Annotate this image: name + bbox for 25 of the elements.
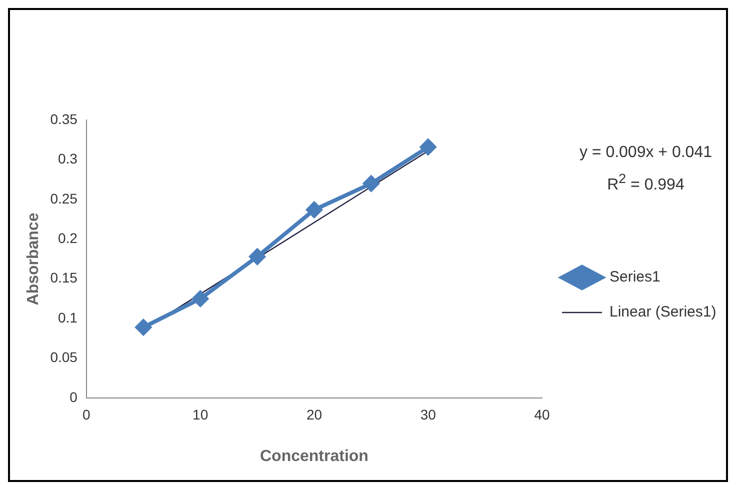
x-tick-label: 0 <box>82 406 91 422</box>
x-tick-label: 30 <box>420 406 436 422</box>
legend-label: Linear (Series1) <box>610 304 716 321</box>
legend-label: Series1 <box>610 268 660 286</box>
x-tick-label: 20 <box>306 406 322 422</box>
y-tick-label: 0.2 <box>58 230 78 246</box>
point <box>420 139 436 156</box>
point <box>135 319 152 336</box>
text: y = 0.009x + 0.041 <box>579 143 712 163</box>
x-axis-title: Concentration <box>260 448 368 465</box>
y-axis-title: Absorbance <box>25 212 42 306</box>
y-tick-label: 0.3 <box>58 150 78 167</box>
point <box>306 202 322 218</box>
y-tick-label: 0.15 <box>50 270 78 286</box>
point <box>192 290 208 307</box>
x-tick-label: 10 <box>192 406 208 422</box>
point <box>363 176 380 192</box>
point <box>249 248 266 265</box>
text: R$^{2}$ = 0.994 <box>606 170 686 196</box>
y-tick-label: 0.1 <box>58 309 78 326</box>
y-tick-label: 0 <box>70 388 78 405</box>
x-tick-label: 40 <box>534 406 550 422</box>
y-tick-label: 0.25 <box>50 190 78 206</box>
y-tick-label: 0.05 <box>50 349 78 366</box>
y-tick-label: 0.35 <box>50 110 78 127</box>
